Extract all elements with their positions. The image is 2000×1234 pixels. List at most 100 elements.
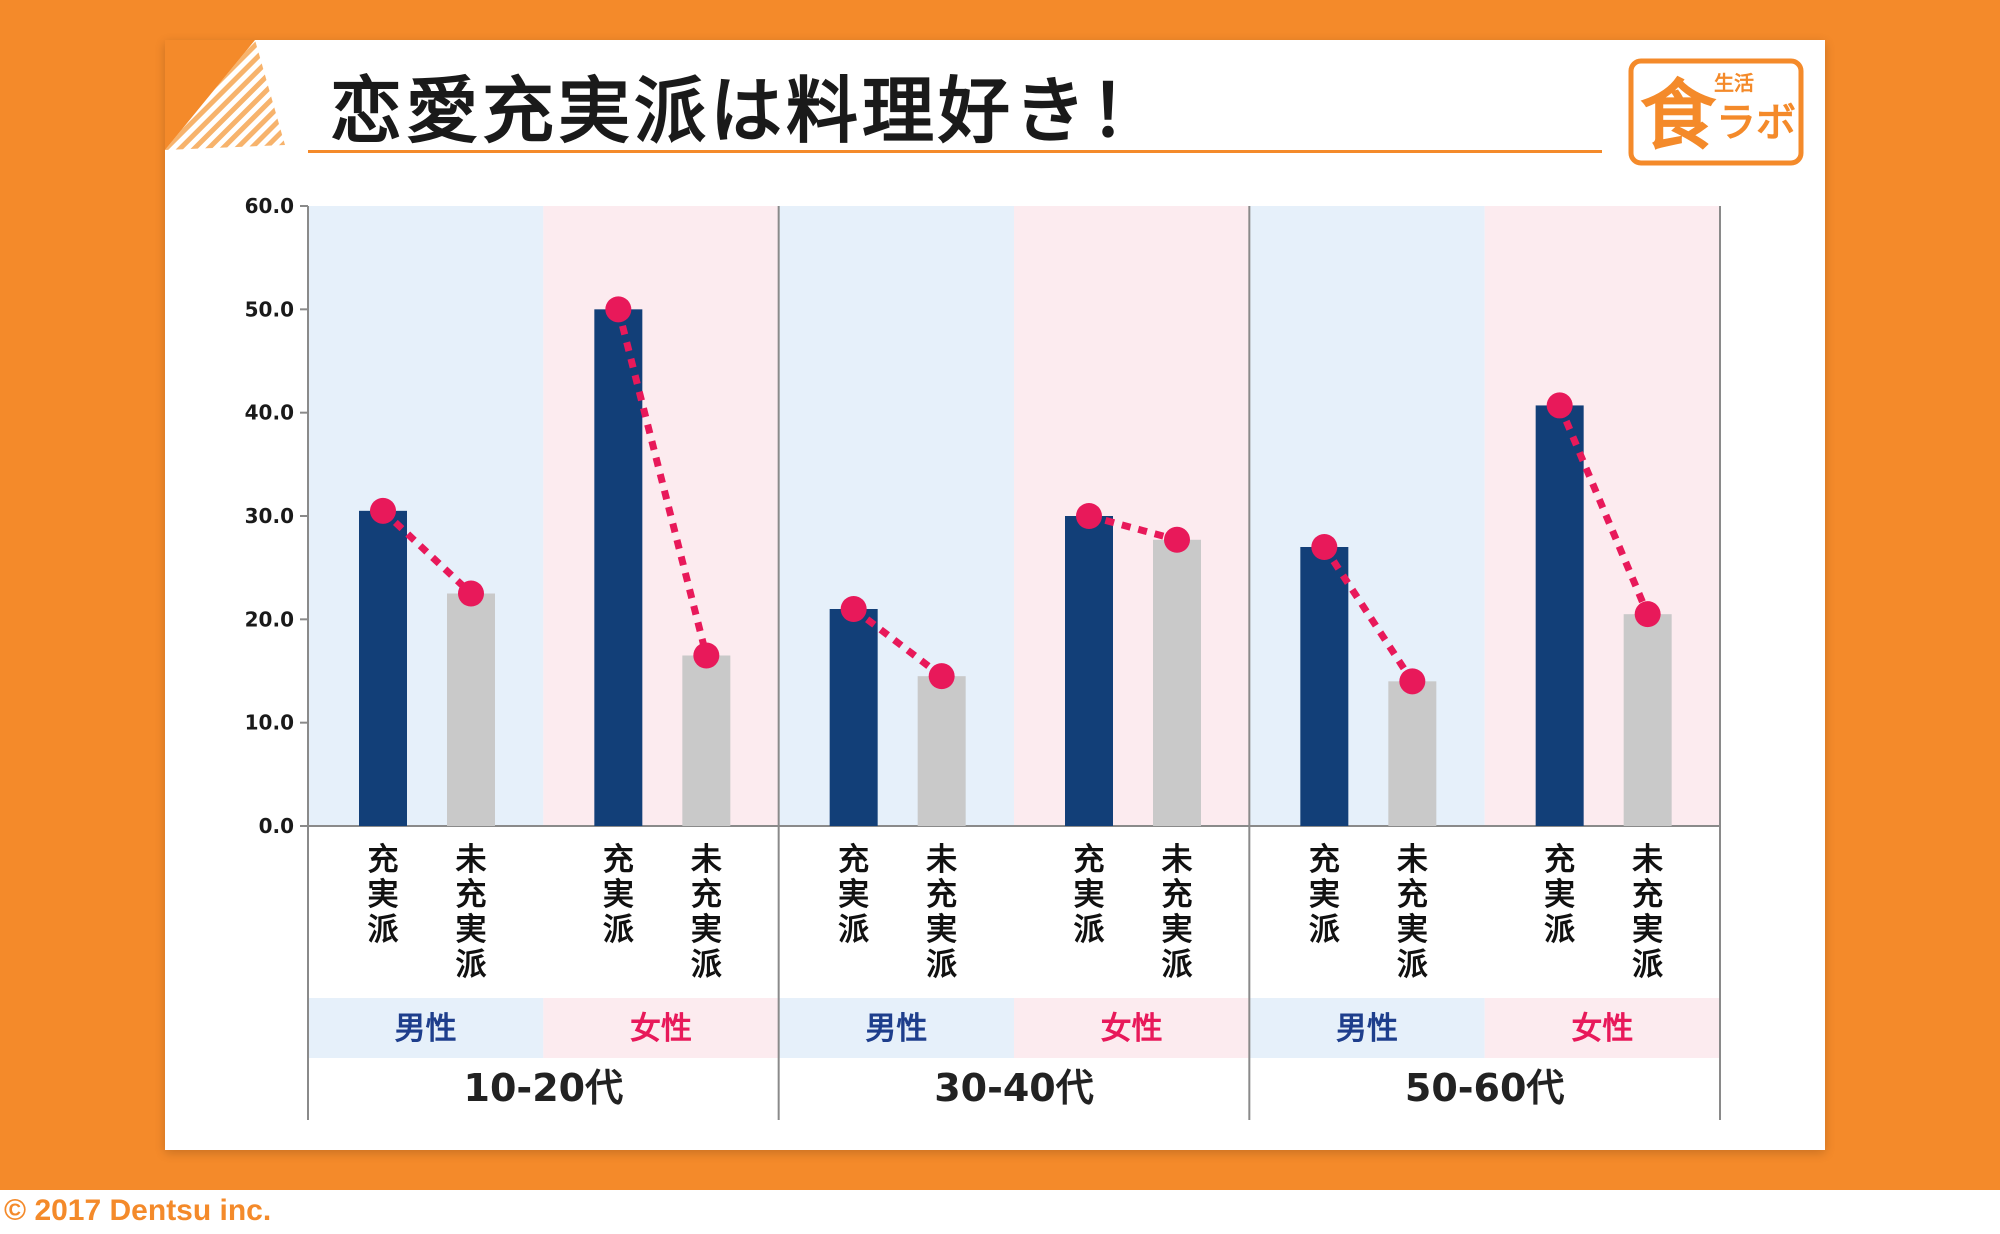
category-label-char: 実 bbox=[456, 912, 487, 948]
y-tick-label: 0.0 bbox=[259, 814, 294, 838]
category-label-char: 充 bbox=[1309, 842, 1340, 878]
male-plot-band bbox=[308, 206, 544, 826]
category-label-char: 未 bbox=[926, 842, 957, 878]
bar-chart: 0.010.020.030.040.050.060.0充実派未充実派男性充実派未… bbox=[245, 194, 1721, 1120]
logo-side-text: ラボ bbox=[1716, 100, 1796, 146]
category-label-char: 派 bbox=[603, 912, 634, 948]
bar-fulfilled bbox=[1300, 547, 1349, 826]
gender-label-female: 女性 bbox=[630, 1011, 692, 1047]
female-label-band bbox=[1014, 998, 1250, 1058]
gender-label-male: 男性 bbox=[395, 1011, 457, 1047]
data-point-marker bbox=[1076, 503, 1102, 529]
trend-dashed-line bbox=[380, 508, 474, 597]
category-label-char: 派 bbox=[1074, 912, 1105, 948]
age-group-label: 50-60代 bbox=[1405, 1066, 1565, 1110]
category-label-char: 充 bbox=[1632, 877, 1663, 913]
age-group-label: 10-20代 bbox=[464, 1066, 624, 1110]
category-label-char: 充 bbox=[691, 877, 722, 913]
bar-unfulfilled bbox=[1623, 614, 1672, 826]
data-point-marker bbox=[458, 580, 484, 607]
female-label-band bbox=[543, 998, 779, 1058]
category-label-char: 派 bbox=[838, 912, 869, 948]
category-label-char: 派 bbox=[926, 947, 957, 983]
data-point-marker bbox=[1164, 526, 1190, 553]
category-label-char: 充 bbox=[1544, 842, 1575, 878]
gender-label-male: 男性 bbox=[1336, 1011, 1398, 1047]
category-label-char: 実 bbox=[1544, 877, 1575, 913]
category-label-char: 充 bbox=[1397, 877, 1428, 913]
category-label-char: 充 bbox=[368, 842, 399, 878]
trend-dashed-line bbox=[614, 308, 710, 657]
gender-label-female: 女性 bbox=[1571, 1011, 1633, 1047]
bar-unfulfilled bbox=[682, 655, 731, 826]
category-label-char: 充 bbox=[926, 877, 957, 913]
shoku-lab-logo-icon: 食 生活 ラボ bbox=[1628, 58, 1804, 166]
category-label-char: 未 bbox=[1162, 842, 1193, 878]
female-plot-band bbox=[1484, 206, 1720, 826]
male-label-band bbox=[1249, 998, 1485, 1058]
data-point-marker bbox=[1399, 668, 1426, 695]
male-plot-band bbox=[1249, 206, 1485, 826]
category-label-char: 充 bbox=[838, 842, 869, 878]
category-label-char: 実 bbox=[1074, 877, 1105, 913]
category-label-char: 派 bbox=[1632, 947, 1663, 983]
category-label-char: 実 bbox=[368, 877, 399, 913]
category-label-char: 派 bbox=[456, 947, 487, 983]
category-label-char: 充 bbox=[1162, 877, 1193, 913]
bar-fulfilled bbox=[1065, 516, 1113, 826]
y-tick-label: 30.0 bbox=[245, 504, 294, 528]
logo-big-char: 食 bbox=[1640, 71, 1717, 160]
category-label-char: 派 bbox=[1397, 947, 1428, 983]
category-label-char: 未 bbox=[1397, 842, 1428, 878]
y-tick-label: 50.0 bbox=[245, 297, 294, 321]
title-underline bbox=[308, 150, 1602, 153]
trend-dashed-line bbox=[1556, 404, 1651, 616]
gender-label-female: 女性 bbox=[1101, 1011, 1163, 1047]
bar-unfulfilled bbox=[447, 593, 495, 826]
logo-small-text: 生活 bbox=[1714, 71, 1754, 95]
bar-fulfilled bbox=[359, 510, 407, 826]
data-point-marker bbox=[840, 596, 867, 622]
category-label-char: 派 bbox=[1544, 912, 1575, 948]
category-label-char: 充 bbox=[603, 842, 634, 878]
bar-fulfilled bbox=[594, 309, 643, 826]
category-label-char: 実 bbox=[691, 912, 722, 948]
male-label-band bbox=[778, 998, 1014, 1058]
bar-fulfilled bbox=[829, 609, 878, 826]
category-label-char: 充 bbox=[456, 877, 487, 913]
category-label-char: 実 bbox=[838, 877, 869, 913]
category-label-char: 未 bbox=[456, 842, 487, 878]
data-point-marker bbox=[928, 663, 955, 690]
chart-title: 恋愛充実派は料理好き！ bbox=[330, 69, 1167, 153]
category-label-char: 未 bbox=[1632, 842, 1663, 878]
data-point-marker bbox=[693, 642, 720, 669]
y-tick-label: 20.0 bbox=[245, 607, 294, 631]
male-label-band bbox=[308, 998, 544, 1058]
y-tick-label: 60.0 bbox=[245, 194, 294, 218]
category-label-char: 派 bbox=[1309, 912, 1340, 948]
female-plot-band bbox=[1014, 206, 1250, 826]
data-point-marker bbox=[1311, 534, 1338, 560]
age-group-label: 30-40代 bbox=[934, 1066, 1094, 1110]
bar-unfulfilled bbox=[1388, 681, 1437, 826]
category-label-char: 実 bbox=[1309, 877, 1340, 913]
data-point-marker bbox=[1546, 392, 1573, 419]
bar-unfulfilled bbox=[917, 676, 966, 826]
bar-fulfilled bbox=[1535, 405, 1584, 826]
category-label-char: 実 bbox=[926, 912, 957, 948]
trend-dashed-line bbox=[1088, 512, 1178, 544]
gender-label-male: 男性 bbox=[865, 1011, 927, 1047]
category-label-char: 実 bbox=[1162, 912, 1193, 948]
female-label-band bbox=[1484, 998, 1720, 1058]
data-point-marker bbox=[605, 296, 632, 323]
category-label-char: 充 bbox=[1074, 842, 1105, 878]
page-curl-decoration bbox=[165, 40, 285, 160]
category-label-char: 派 bbox=[1162, 947, 1193, 983]
y-tick-label: 10.0 bbox=[245, 711, 294, 735]
female-plot-band bbox=[543, 206, 779, 826]
data-point-marker bbox=[370, 497, 396, 524]
y-tick-label: 40.0 bbox=[245, 401, 294, 425]
trend-dashed-line bbox=[851, 606, 944, 679]
bar-unfulfilled bbox=[1153, 539, 1201, 826]
data-point-marker bbox=[1634, 601, 1661, 628]
